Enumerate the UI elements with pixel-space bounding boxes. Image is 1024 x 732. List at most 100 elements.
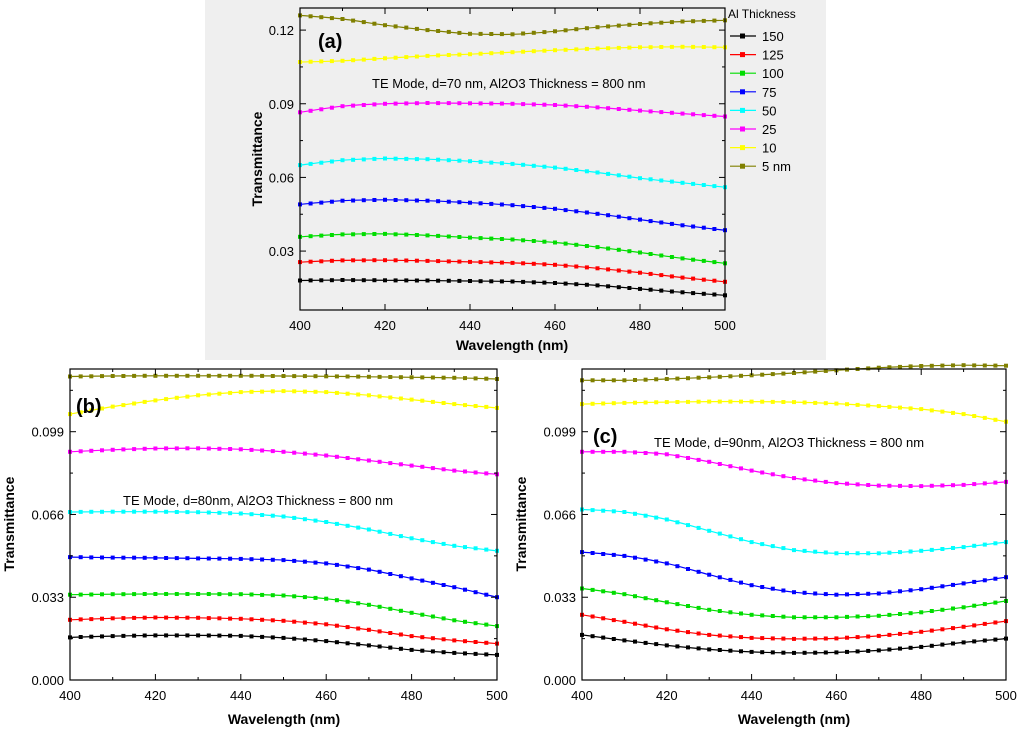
- data-point: [749, 583, 754, 588]
- data-point: [823, 650, 828, 655]
- chart-panel-b: 400 420 440 460 480 500 0.000 0.033 0.066 0.099 Wa…: [1, 368, 508, 727]
- data-point: [340, 198, 345, 203]
- data-point: [749, 468, 754, 473]
- x-tick-label: 460: [826, 688, 848, 703]
- data-point: [792, 650, 796, 655]
- y-tick-label: 0.09: [269, 97, 294, 112]
- data-point: [584, 210, 589, 215]
- data-point: [377, 604, 382, 609]
- data-point: [898, 364, 902, 369]
- data-point: [302, 620, 307, 625]
- data-point: [340, 158, 345, 163]
- data-point: [430, 636, 435, 641]
- data-point: [813, 591, 818, 596]
- data-point: [499, 279, 504, 284]
- data-point: [855, 551, 860, 556]
- data-point: [414, 101, 419, 106]
- data-point: [739, 635, 743, 640]
- data-point: [696, 525, 701, 530]
- data-point: [329, 16, 334, 21]
- data-point: [712, 184, 717, 189]
- data-point: [531, 239, 536, 243]
- data-point: [664, 452, 669, 457]
- data-point: [908, 549, 913, 554]
- x-tick-label: 500: [486, 688, 508, 703]
- data-point: [110, 374, 115, 378]
- data-point: [425, 198, 430, 203]
- data-point: [712, 260, 717, 265]
- series-b-25: [68, 446, 499, 477]
- data-point: [281, 635, 286, 640]
- x-tick-label: 460: [544, 318, 566, 333]
- data-point: [961, 363, 966, 368]
- data-point: [196, 633, 201, 638]
- series-b-10: [68, 389, 499, 417]
- data-point: [802, 370, 807, 375]
- data-point: [664, 400, 669, 405]
- data-point: [707, 572, 712, 577]
- data-point: [993, 576, 998, 581]
- data-point: [324, 639, 329, 644]
- x-tick-label: 420: [374, 318, 396, 333]
- data-point: [961, 482, 966, 487]
- data-point: [372, 102, 377, 107]
- data-point: [489, 32, 494, 36]
- data-point: [174, 373, 179, 378]
- data-point: [908, 645, 913, 650]
- data-point: [707, 399, 712, 404]
- y-tick-label: 0.12: [269, 23, 294, 38]
- data-point: [383, 197, 387, 202]
- data-point: [228, 616, 233, 621]
- data-point: [452, 543, 457, 548]
- data-point: [334, 521, 339, 526]
- data-point: [749, 635, 754, 640]
- data-point: [393, 258, 398, 263]
- data-point: [430, 649, 435, 654]
- data-point: [770, 472, 775, 477]
- data-point: [185, 633, 190, 638]
- data-point: [584, 282, 589, 287]
- data-point: [404, 232, 409, 237]
- data-point: [876, 591, 881, 596]
- data-point: [749, 399, 754, 404]
- data-point: [749, 373, 754, 378]
- data-point: [701, 45, 706, 49]
- data-point: [648, 271, 653, 276]
- data-point: [627, 286, 632, 290]
- data-point: [238, 511, 243, 516]
- series-c-50: [580, 507, 1008, 556]
- data-point: [110, 616, 115, 621]
- data-point: [132, 592, 137, 597]
- data-point: [420, 635, 425, 640]
- data-point: [595, 170, 600, 175]
- data-point: [308, 259, 313, 264]
- data-point: [260, 373, 265, 378]
- series-b-100: [68, 592, 499, 629]
- data-point: [292, 389, 297, 394]
- data-point: [675, 400, 680, 404]
- data-point: [643, 377, 648, 382]
- data-point: [712, 113, 717, 118]
- data-point: [648, 252, 653, 256]
- legend-label: 150: [762, 29, 784, 44]
- y-tick-label: 0.03: [269, 244, 294, 259]
- data-point: [701, 183, 706, 187]
- data-point: [601, 552, 606, 556]
- data-point: [388, 631, 393, 635]
- data-point: [669, 255, 674, 259]
- data-point: [919, 629, 924, 634]
- data-point: [430, 540, 435, 545]
- data-point: [383, 278, 387, 283]
- data-point: [414, 26, 419, 31]
- data-point: [478, 236, 483, 241]
- data-point: [89, 634, 94, 639]
- data-point: [281, 389, 286, 394]
- data-point: [929, 547, 934, 552]
- data-point: [425, 278, 430, 283]
- data-point: [142, 615, 147, 620]
- data-point: [845, 635, 849, 640]
- data-point: [633, 400, 637, 405]
- data-point: [659, 273, 664, 278]
- data-point: [563, 208, 568, 213]
- data-point: [659, 110, 664, 115]
